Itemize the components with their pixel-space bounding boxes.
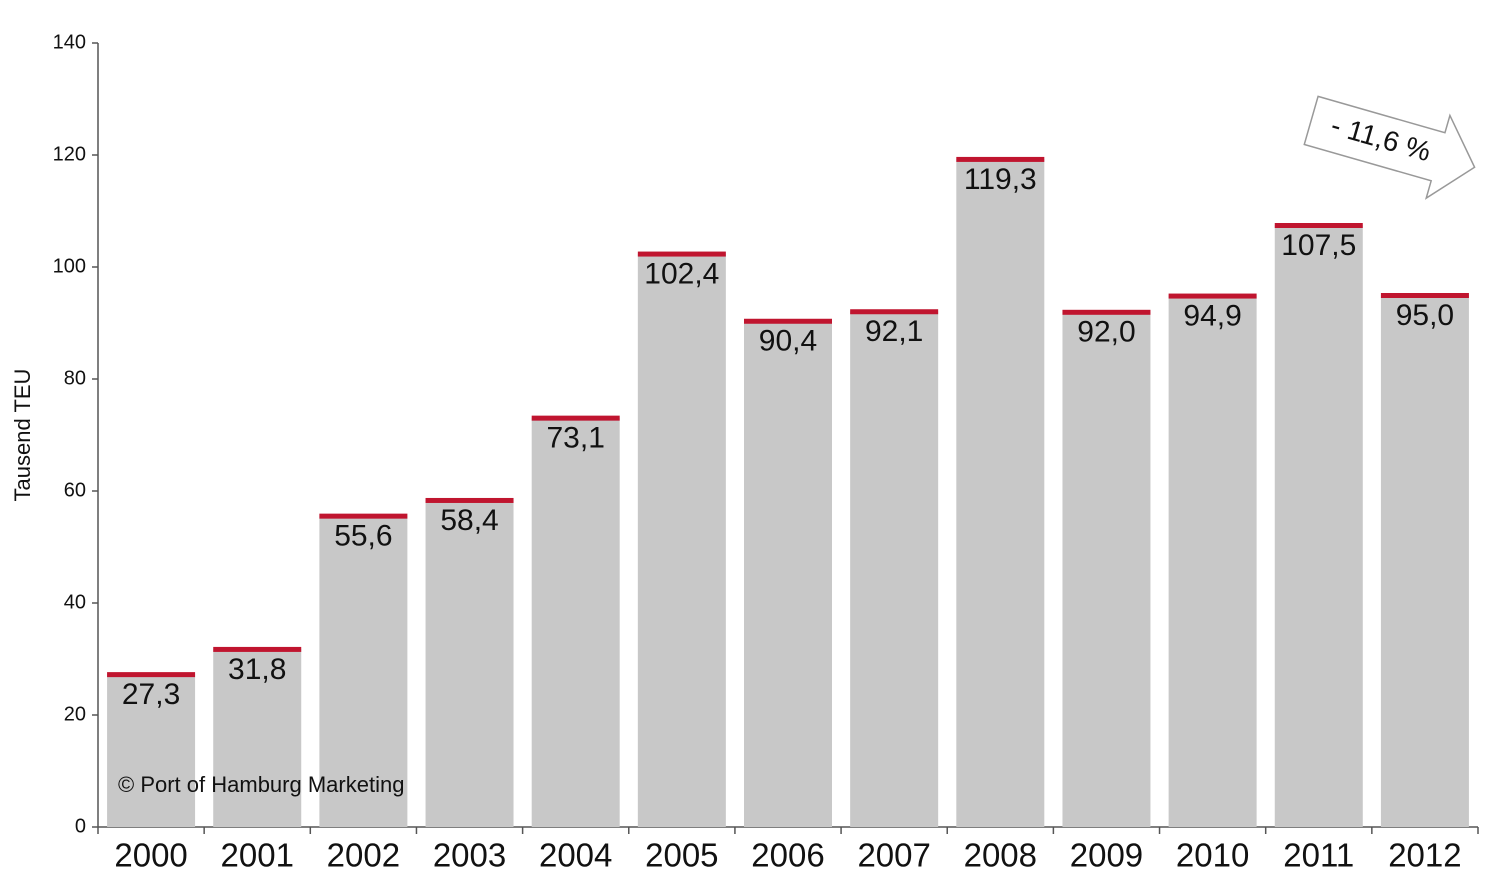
bar <box>1168 295 1257 827</box>
bar-cap <box>1380 293 1469 298</box>
bar <box>425 499 514 827</box>
annotation-arrow: - 11,6 % <box>1303 95 1476 200</box>
bar-cap <box>319 513 408 519</box>
x-tick-label: 2002 <box>327 837 400 874</box>
x-tick-label: 2008 <box>964 837 1037 874</box>
x-tick-label: 2006 <box>751 837 824 874</box>
bar <box>850 311 939 827</box>
x-tick-label: 2005 <box>645 837 718 874</box>
value-label: 102,4 <box>644 257 719 290</box>
y-tick-label: 140 <box>53 31 86 53</box>
x-tick-label: 2007 <box>857 837 930 874</box>
x-tick-label: 2011 <box>1283 837 1354 874</box>
bar-cap <box>1062 309 1151 315</box>
y-tick-label: 40 <box>64 591 86 613</box>
source-note: © Port of Hamburg Marketing <box>118 772 404 797</box>
bar <box>744 320 832 827</box>
bar-cap <box>531 415 620 421</box>
x-tick-label: 2012 <box>1388 837 1461 874</box>
y-tick-label: 0 <box>75 815 86 837</box>
bar-cap <box>1168 293 1257 299</box>
bar <box>319 515 408 827</box>
value-label: 90,4 <box>759 325 817 358</box>
arrow-shape <box>1303 95 1476 200</box>
value-label: 107,5 <box>1281 229 1356 262</box>
bar-cap <box>850 309 939 315</box>
value-label: 92,0 <box>1077 316 1135 349</box>
x-tick-label: 2010 <box>1176 837 1249 874</box>
value-label: 95,0 <box>1396 299 1454 332</box>
value-label: 119,3 <box>964 163 1037 196</box>
bar <box>1062 311 1151 827</box>
value-label: 73,1 <box>546 422 604 455</box>
x-tick-label: 2009 <box>1070 837 1143 874</box>
x-tick-label: 2004 <box>539 837 612 874</box>
bar-cap <box>744 318 832 324</box>
bar-cap <box>1274 223 1363 228</box>
y-tick-label: 120 <box>53 143 86 165</box>
y-tick-label: 80 <box>64 367 86 389</box>
bar-cap <box>637 251 726 257</box>
value-label: 27,3 <box>122 678 180 711</box>
bar <box>531 417 620 827</box>
bar <box>213 648 302 827</box>
value-label: 31,8 <box>228 653 286 686</box>
bar <box>637 253 726 827</box>
y-tick-label: 60 <box>64 479 86 501</box>
value-label: 92,1 <box>865 315 923 348</box>
bar <box>956 158 1045 828</box>
x-tick-label: 2000 <box>114 837 187 874</box>
bar-cap <box>956 156 1045 162</box>
y-tick-label: 100 <box>53 255 86 277</box>
bar-cap <box>425 497 514 503</box>
value-label: 94,9 <box>1183 299 1241 332</box>
bar <box>107 674 196 827</box>
y-axis-label: Tausend TEU <box>10 369 35 502</box>
x-tick-label: 2003 <box>433 837 506 874</box>
bar-cap <box>213 646 302 652</box>
x-tick-label: 2001 <box>221 837 294 874</box>
value-label: 58,4 <box>440 504 498 537</box>
y-tick-label: 20 <box>64 703 86 725</box>
value-label: 55,6 <box>334 520 392 553</box>
bar <box>1380 295 1469 827</box>
bar <box>1274 225 1363 827</box>
bar-cap <box>107 672 196 678</box>
